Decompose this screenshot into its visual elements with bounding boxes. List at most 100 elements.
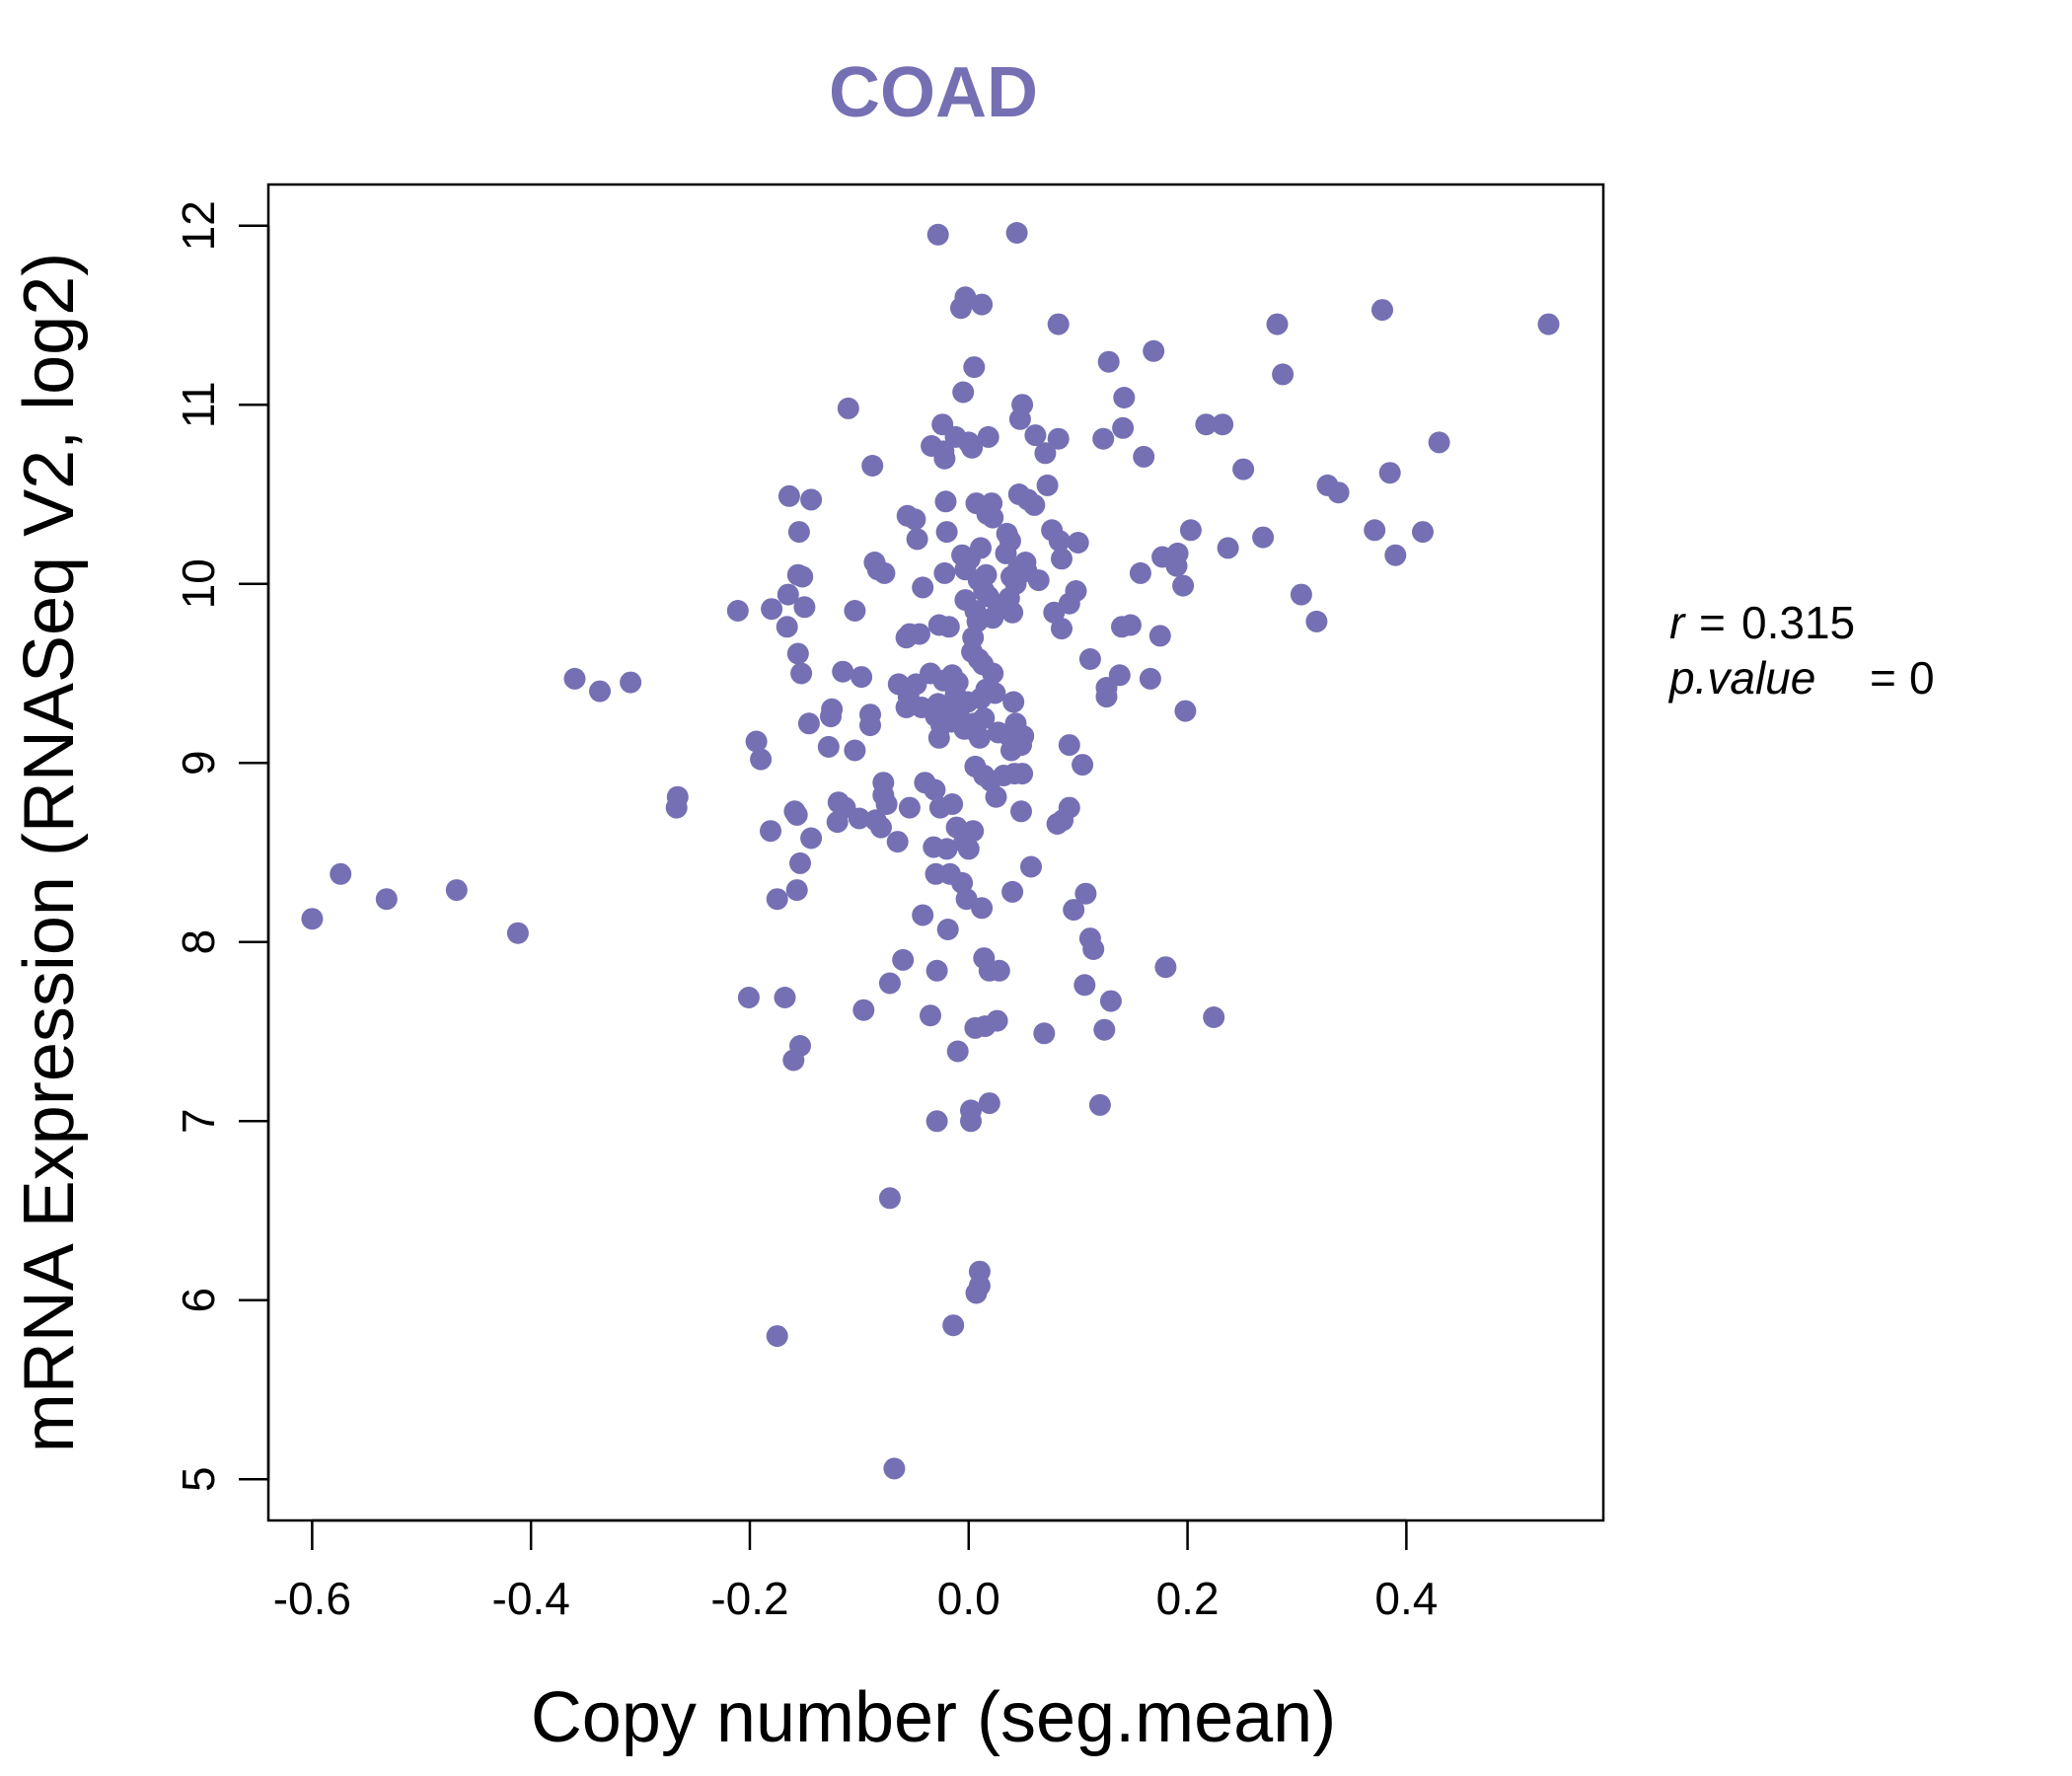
y-tick-label: 6 <box>173 1288 224 1313</box>
data-point <box>1048 530 1071 553</box>
data-point <box>851 666 873 689</box>
data-point <box>844 600 866 622</box>
data-point <box>954 286 977 309</box>
data-point <box>984 682 1006 704</box>
x-tick-label: -0.2 <box>710 1573 788 1624</box>
data-point <box>1051 618 1073 640</box>
data-point <box>1010 800 1032 823</box>
data-point <box>1058 796 1080 819</box>
data-point <box>935 521 958 544</box>
data-point <box>1212 413 1234 436</box>
data-point <box>1011 394 1034 416</box>
data-point <box>787 521 810 544</box>
data-point <box>1047 313 1070 335</box>
data-point <box>1034 442 1057 465</box>
y-axis: 5 6 7 8 9 10 11 12 <box>173 200 270 1492</box>
data-point <box>1088 1093 1111 1116</box>
data-point <box>1148 625 1171 647</box>
data-point <box>957 838 980 860</box>
data-point <box>1129 561 1151 584</box>
data-point <box>665 796 688 819</box>
y-tick-label: 9 <box>173 750 224 776</box>
data-point <box>837 397 859 419</box>
data-point <box>933 447 956 470</box>
data-point <box>1001 601 1024 624</box>
data-point <box>968 726 991 749</box>
data-point <box>1099 990 1122 1012</box>
data-point <box>941 793 964 815</box>
x-tick-label: 0.4 <box>1374 1573 1438 1624</box>
data-point <box>1203 1006 1225 1028</box>
data-point <box>1063 899 1085 922</box>
data-point <box>1020 855 1042 878</box>
data-point <box>1537 313 1560 335</box>
data-point <box>589 680 611 703</box>
data-point <box>745 730 768 753</box>
data-point <box>960 1110 982 1133</box>
y-tick-label: 8 <box>173 929 224 955</box>
y-tick-label: 11 <box>173 381 224 428</box>
data-point <box>1011 763 1034 785</box>
data-point <box>861 455 884 477</box>
chart-title: COAD <box>829 53 1038 132</box>
data-point <box>1272 363 1295 386</box>
data-point <box>563 667 586 690</box>
data-point <box>1082 938 1105 960</box>
data-point <box>1072 754 1094 777</box>
data-point <box>961 436 984 459</box>
data-point <box>971 293 994 316</box>
data-point <box>1065 580 1087 602</box>
data-point <box>1139 667 1161 690</box>
data-point <box>800 827 823 850</box>
data-point <box>926 223 949 246</box>
r-value: 0.315 <box>1741 597 1855 648</box>
x-tick-label: -0.4 <box>492 1573 570 1624</box>
data-point <box>935 838 958 860</box>
data-point <box>912 904 934 926</box>
r-equals: = <box>1699 597 1726 648</box>
data-point <box>883 1457 906 1480</box>
data-point <box>1195 413 1218 436</box>
data-point <box>1412 521 1434 544</box>
data-point <box>1024 424 1047 447</box>
data-point <box>445 879 468 902</box>
data-point <box>1078 648 1101 670</box>
data-point <box>506 922 529 944</box>
data-point <box>1154 956 1177 979</box>
data-point <box>1092 427 1115 450</box>
data-point <box>870 816 892 839</box>
data-point <box>875 793 898 815</box>
data-point <box>789 851 811 874</box>
data-point <box>934 490 957 513</box>
data-point <box>786 642 809 665</box>
data-point <box>776 616 798 638</box>
data-point <box>1290 583 1312 606</box>
data-point <box>942 1314 965 1337</box>
data-point <box>375 888 398 911</box>
data-point <box>761 598 783 621</box>
data-point <box>1166 542 1189 564</box>
data-point <box>330 862 352 885</box>
data-point <box>1001 880 1024 903</box>
data-point <box>986 1009 1008 1032</box>
data-point <box>1036 474 1059 496</box>
data-point <box>999 530 1021 553</box>
data-point <box>1305 610 1328 632</box>
data-point <box>620 671 642 694</box>
data-point <box>886 831 909 853</box>
data-point <box>1002 691 1025 713</box>
data-point <box>1074 882 1097 905</box>
data-point <box>912 576 934 599</box>
data-point <box>785 803 808 826</box>
data-point <box>1384 544 1407 566</box>
data-point <box>971 897 994 920</box>
data-point <box>925 1110 948 1133</box>
data-point <box>750 748 773 771</box>
data-point <box>1033 1022 1056 1045</box>
data-point <box>821 698 844 720</box>
data-point <box>777 583 799 606</box>
data-point <box>1364 519 1386 542</box>
data-point <box>785 879 808 902</box>
data-point <box>1005 222 1028 244</box>
data-point <box>906 528 928 551</box>
